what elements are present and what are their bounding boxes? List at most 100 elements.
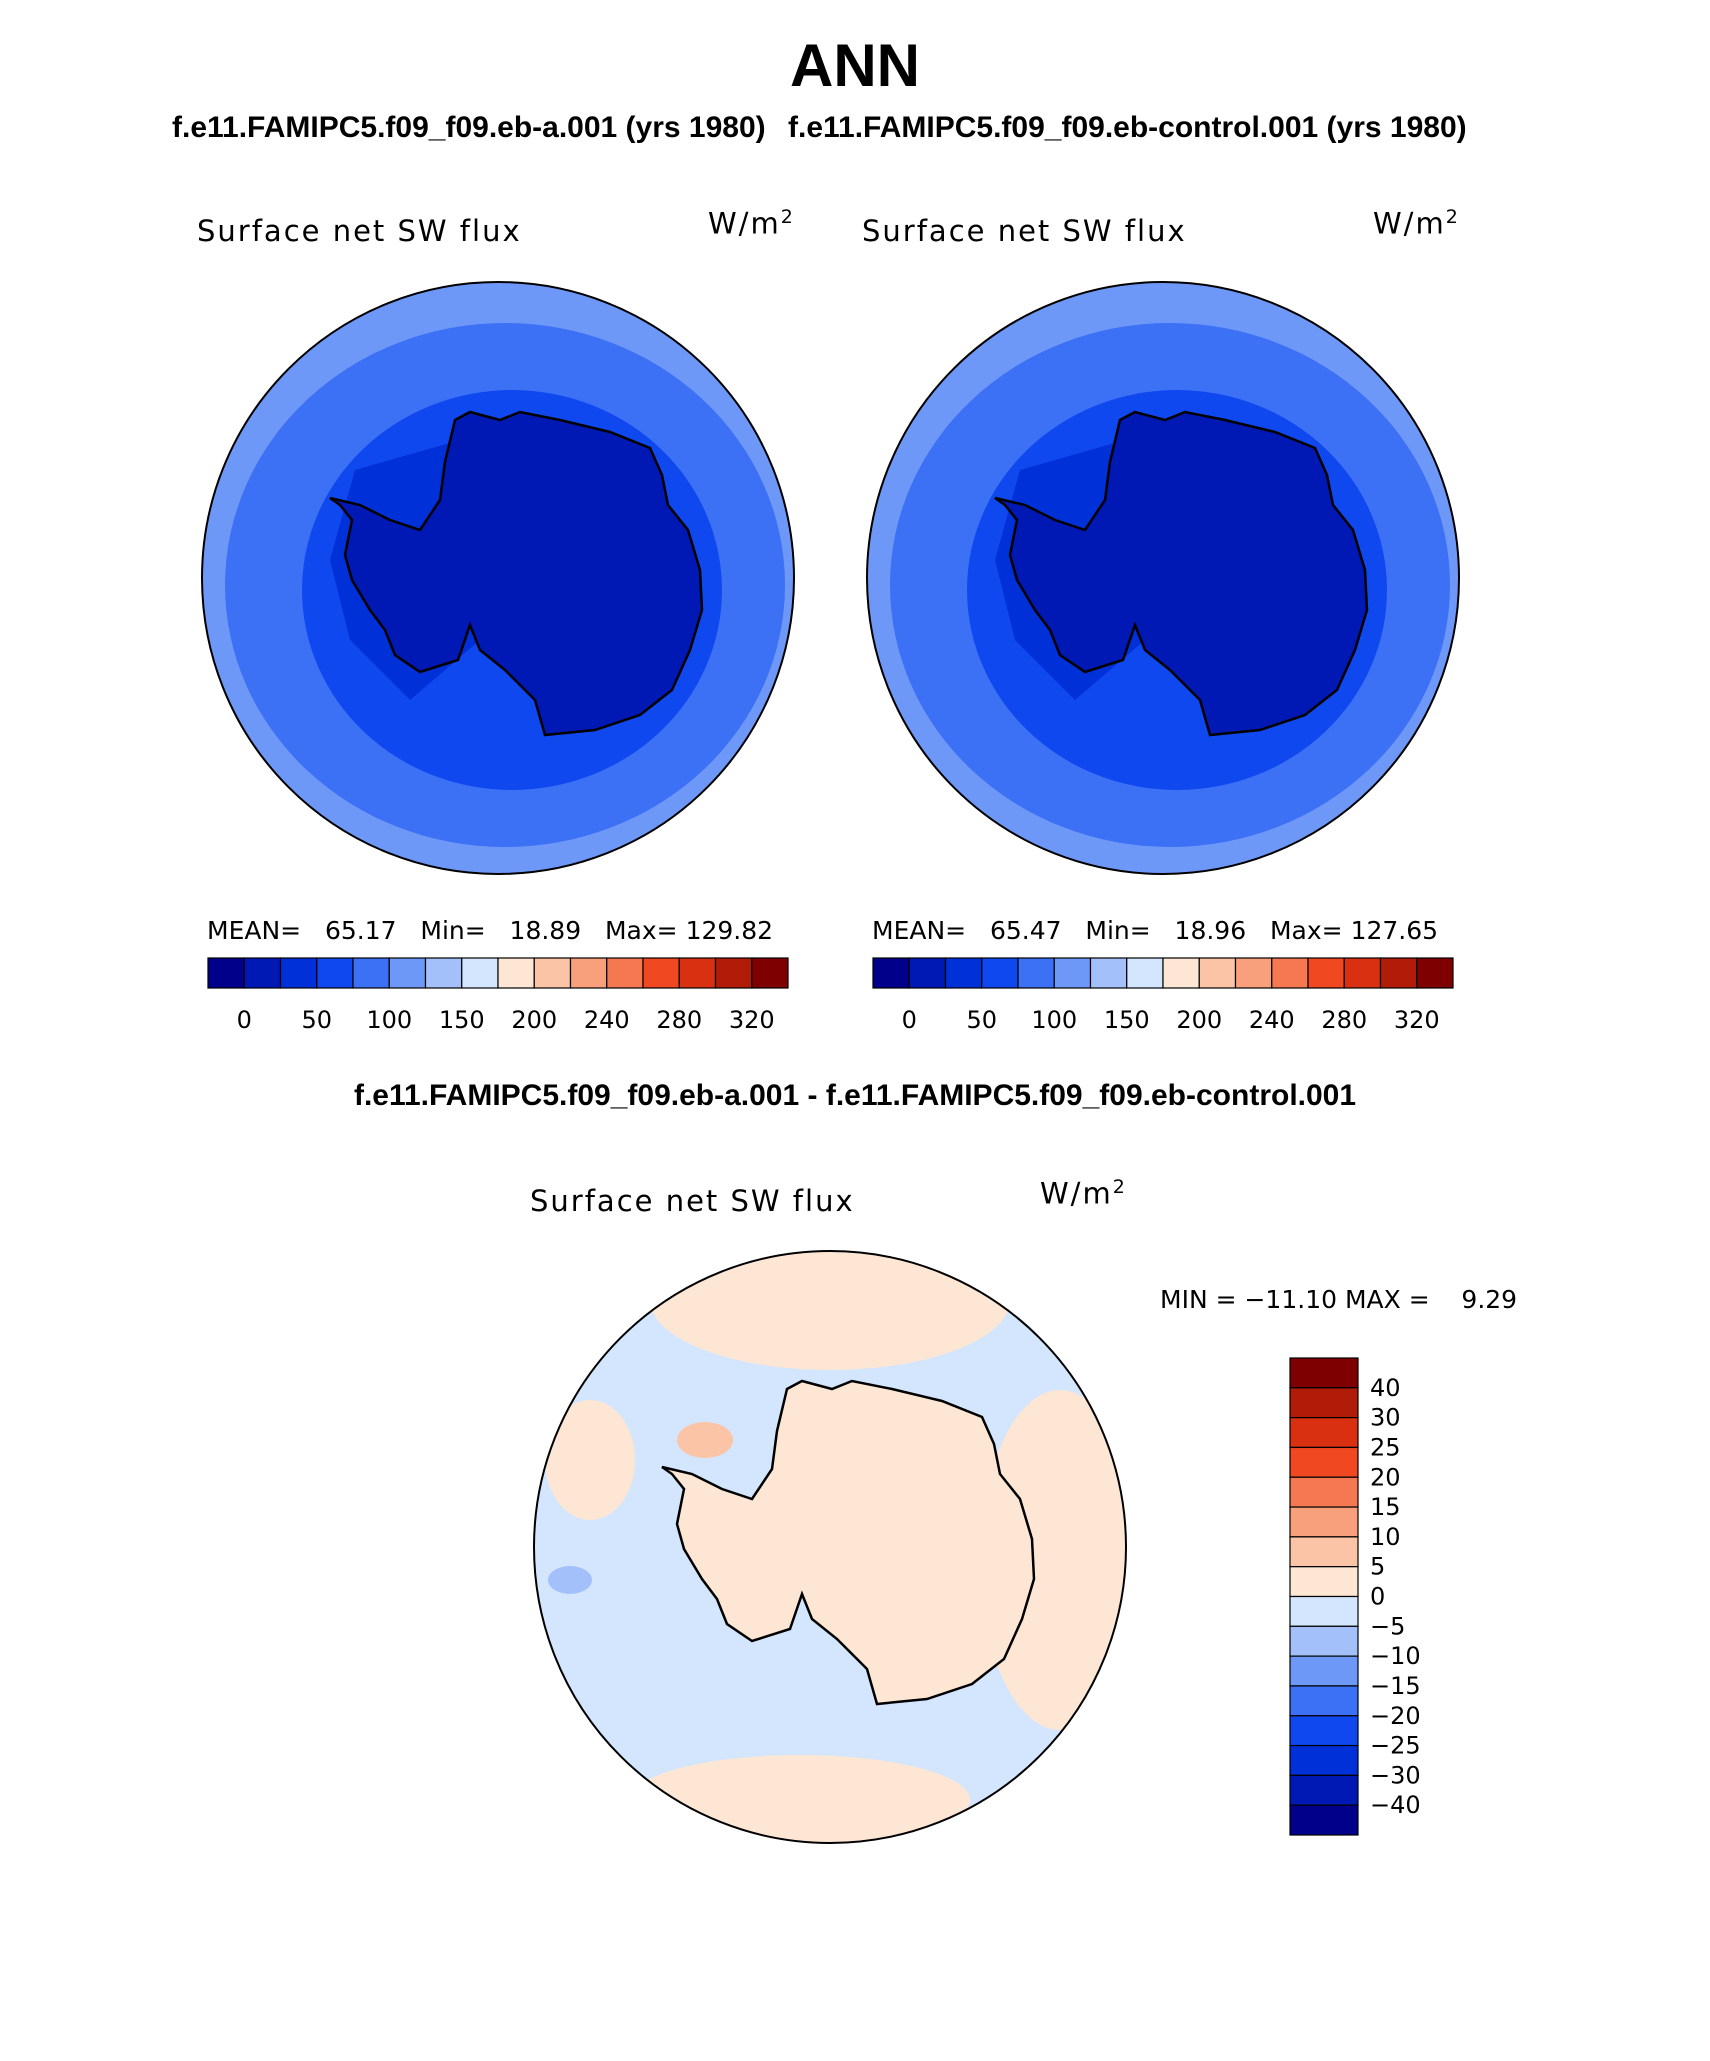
colorbar-diff-swatch-4: [1289, 1476, 1359, 1508]
colorbar-left-tick-label: 0: [237, 1006, 252, 1034]
colorbar-right-tick-label: 280: [1321, 1006, 1367, 1034]
colorbar-diff-swatch-9: [1289, 1625, 1359, 1657]
colorbar-diff-tick-label: 25: [1370, 1433, 1401, 1461]
map-right-continent: [994, 410, 1369, 737]
colorbar-left-swatch-4: [352, 957, 390, 989]
colorbar-diff-swatch-2: [1289, 1417, 1359, 1449]
case-title-right: f.e11.FAMIPC5.f09_f09.eb-control.001 (yr…: [788, 111, 1467, 144]
colorbar-right-swatch-0: [872, 957, 910, 989]
colorbar-right-swatch-14: [1379, 957, 1418, 989]
colorbar-diff-tick-label: −30: [1370, 1761, 1421, 1789]
map-diff-continent: [661, 1379, 1036, 1706]
colorbar-right-tick-label: 240: [1249, 1006, 1295, 1034]
colorbar-diff-swatch-3: [1289, 1446, 1359, 1478]
colorbar-left-swatch-12: [642, 957, 680, 989]
colorbar-diff-tick-label: 0: [1370, 1583, 1385, 1611]
difference-title: f.e11.FAMIPC5.f09_f09.eb-a.001 - f.e11.F…: [353, 1079, 1357, 1112]
map-diff-positive-south: [630, 1755, 970, 1843]
colorbar-right-swatch-4: [1017, 957, 1055, 989]
colorbar-diff-swatch-13: [1289, 1744, 1359, 1776]
colorbar-left-swatch-2: [279, 957, 318, 989]
map-right-border: [866, 281, 1460, 875]
colorbar-diff-tick-label: −40: [1370, 1791, 1421, 1819]
units-label-diff: W/m2: [1040, 1176, 1127, 1211]
units-label-left: W/m2: [708, 206, 795, 241]
map-diff-negative-strong: [548, 1566, 592, 1594]
main-title: ANN: [790, 32, 920, 99]
colorbar-diff-swatch-7: [1289, 1566, 1359, 1598]
colorbar-right-swatch-7: [1126, 957, 1164, 989]
colorbar-diff-swatch-6: [1289, 1536, 1359, 1568]
colorbar-right-swatch-9: [1198, 957, 1237, 989]
colorbar-diff-tick-label: −10: [1370, 1642, 1421, 1670]
map-diff-positive-west: [545, 1400, 635, 1520]
colorbar-right-swatch-11: [1271, 957, 1309, 989]
colorbar-diff-tick-label: 5: [1370, 1553, 1385, 1581]
colorbar-diff-swatch-8: [1289, 1595, 1359, 1627]
colorbar-left-swatch-1: [243, 957, 282, 989]
variable-label-left: Surface net SW flux: [197, 214, 522, 248]
map-diff-positive-strong: [677, 1422, 733, 1458]
colorbar-left-tick-label: 280: [656, 1006, 702, 1034]
colorbar-diff-swatch-14: [1289, 1774, 1359, 1806]
map-left-continent: [329, 410, 704, 737]
map-diff-positive-east: [980, 1390, 1126, 1730]
map-difference: [533, 1250, 1127, 1844]
colorbar-diff-tick-label: 10: [1370, 1523, 1401, 1551]
map-right: [866, 281, 1460, 875]
colorbar-right-tick-label: 150: [1104, 1006, 1150, 1034]
colorbar-diff-swatch-5: [1289, 1506, 1359, 1538]
colorbar-left-tick-label: 240: [584, 1006, 630, 1034]
colorbar-left-swatch-13: [678, 957, 717, 989]
colorbar-diff-swatch-11: [1289, 1685, 1359, 1717]
colorbar-left: 0 50 100 150 200 240 280 320: [207, 957, 789, 1034]
colorbar-diff-swatch-15: [1289, 1804, 1359, 1836]
map-left: [201, 281, 795, 875]
colorbar-right: 0 50 100 150 200 240 280 320: [872, 957, 1454, 1034]
colorbar-diff-swatch-1: [1289, 1387, 1359, 1419]
colorbar-right-swatch-13: [1343, 957, 1382, 989]
colorbar-left-swatch-6: [424, 957, 463, 989]
units-label-right: W/m2: [1373, 206, 1460, 241]
colorbar-diff-swatch-0: [1289, 1357, 1359, 1389]
stats-right: MEAN= 65.47 Min= 18.96 Max= 127.65: [872, 916, 1439, 945]
colorbar-right-swatch-2: [944, 957, 983, 989]
colorbar-right-swatch-12: [1307, 957, 1345, 989]
colorbar-right-swatch-1: [908, 957, 947, 989]
variable-label-right: Surface net SW flux: [862, 214, 1187, 248]
colorbar-left-swatch-7: [461, 957, 499, 989]
colorbar-diff-tick-label: −5: [1370, 1612, 1405, 1640]
colorbar-left-swatch-8: [497, 957, 535, 989]
colorbar-left-tick-label: 200: [511, 1006, 557, 1034]
map-left-border: [201, 281, 795, 875]
colorbar-left-tick-label: 150: [439, 1006, 485, 1034]
colorbar-left-tick-label: 100: [366, 1006, 412, 1034]
colorbar-diff-tick-label: 20: [1370, 1463, 1401, 1491]
colorbar-left-swatch-0: [207, 957, 245, 989]
colorbar-diff-tick-label: 30: [1370, 1404, 1401, 1432]
colorbar-left-swatch-11: [606, 957, 644, 989]
case-title-left: f.e11.FAMIPC5.f09_f09.eb-a.001 (yrs 1980…: [172, 111, 766, 144]
colorbar-right-swatch-8: [1162, 957, 1200, 989]
colorbar-right-tick-label: 0: [902, 1006, 917, 1034]
colorbar-right-tick-label: 200: [1176, 1006, 1222, 1034]
difference-min-max: MIN = −11.10 MAX = 9.29: [1160, 1285, 1518, 1314]
colorbar-diff-tick-label: 40: [1370, 1374, 1401, 1402]
colorbar-right-tick-label: 100: [1031, 1006, 1077, 1034]
colorbar-left-tick-label: 50: [301, 1006, 332, 1034]
colorbar-left-swatch-3: [316, 957, 354, 989]
colorbar-left-swatch-5: [388, 957, 427, 989]
map-diff-border: [533, 1250, 1127, 1844]
colorbar-diff-swatch-10: [1289, 1655, 1359, 1687]
colorbar-right-tick-label: 50: [966, 1006, 997, 1034]
colorbar-right-swatch-5: [1053, 957, 1092, 989]
colorbar-diff-tick-label: −15: [1370, 1672, 1421, 1700]
colorbar-right-swatch-10: [1234, 957, 1273, 989]
colorbar-diff-swatch-12: [1289, 1715, 1359, 1747]
colorbar-left-swatch-14: [714, 957, 753, 989]
colorbar-diff-tick-label: −20: [1370, 1702, 1421, 1730]
colorbar-left-tick-label: 320: [729, 1006, 775, 1034]
colorbar-right-swatch-3: [981, 957, 1019, 989]
